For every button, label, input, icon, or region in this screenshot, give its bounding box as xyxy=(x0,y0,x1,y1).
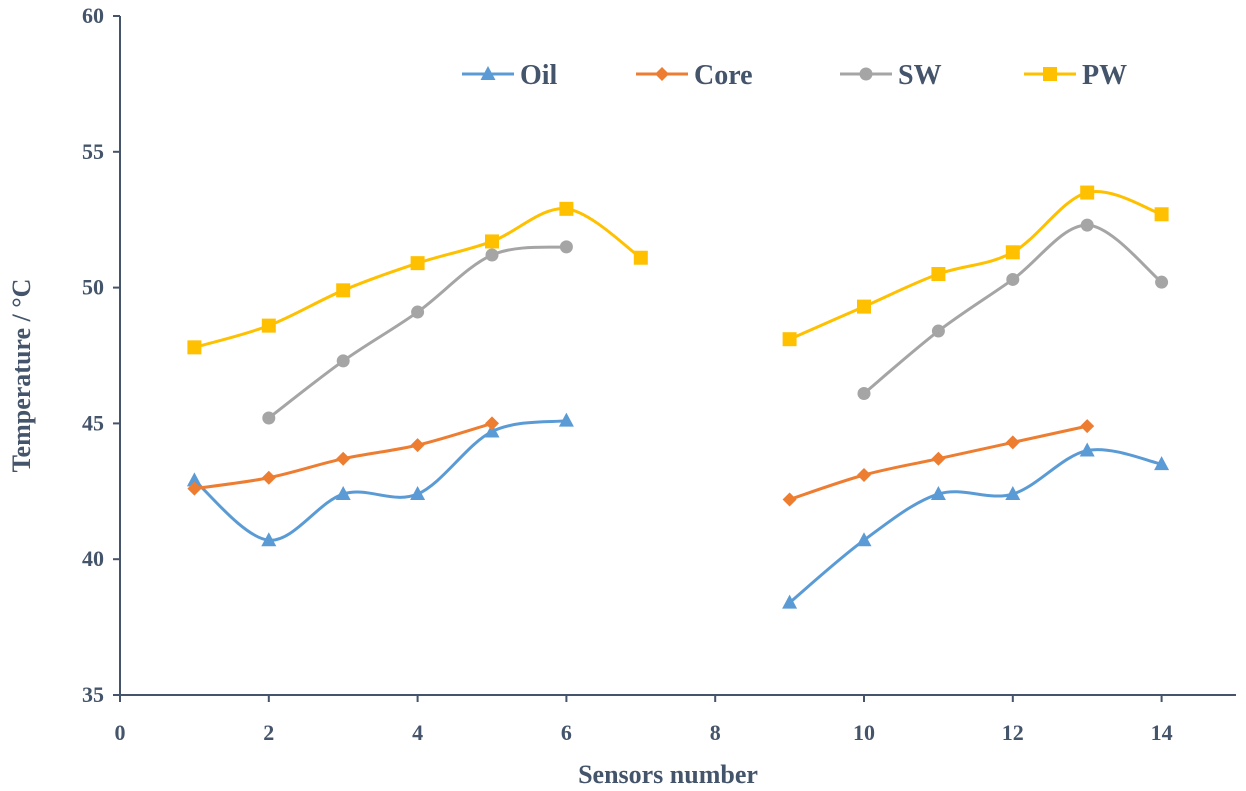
data-point-pw xyxy=(1005,245,1020,260)
data-point-core xyxy=(485,416,499,431)
data-point-oil xyxy=(335,486,351,501)
y-tick-label: 35 xyxy=(82,682,104,707)
x-tick-label: 0 xyxy=(115,720,126,745)
data-point-sw xyxy=(411,305,425,319)
legend-marker-sw xyxy=(859,67,873,81)
data-point-pw xyxy=(559,201,574,216)
data-point-sw xyxy=(931,324,945,338)
data-point-core xyxy=(336,451,351,466)
data-point-pw xyxy=(187,340,202,355)
legend-label-sw: SW xyxy=(898,60,942,91)
data-point-pw xyxy=(1154,207,1169,222)
data-point-sw xyxy=(336,354,350,368)
data-point-core xyxy=(782,492,797,507)
data-point-oil xyxy=(930,486,946,501)
data-point-oil xyxy=(1005,486,1021,501)
data-point-oil xyxy=(261,532,277,547)
x-tick-label: 4 xyxy=(412,720,423,745)
data-point-oil xyxy=(1154,456,1170,471)
data-point-core xyxy=(857,468,871,483)
series-line-sw xyxy=(267,245,567,420)
series-line-pw xyxy=(788,190,1163,341)
legend-marker-pw xyxy=(1043,67,1057,81)
data-point-sw xyxy=(262,411,276,425)
legend-label-oil: Oil xyxy=(520,60,558,91)
data-point-sw xyxy=(559,240,573,254)
x-tick-label: 2 xyxy=(263,720,274,745)
legend-marker-core xyxy=(655,67,669,81)
y-tick-label: 50 xyxy=(82,275,104,300)
y-tick-label: 60 xyxy=(82,3,104,28)
x-tick-label: 14 xyxy=(1151,720,1173,745)
data-point-sw xyxy=(857,387,871,401)
data-point-core xyxy=(187,481,202,496)
data-point-oil xyxy=(782,594,798,609)
data-point-pw xyxy=(261,318,276,333)
data-point-pw xyxy=(782,332,797,347)
data-point-pw xyxy=(931,267,946,282)
data-point-sw xyxy=(1006,272,1020,286)
y-tick-label: 40 xyxy=(82,546,104,571)
data-point-sw xyxy=(1155,275,1169,289)
data-point-pw xyxy=(336,283,351,298)
data-point-core xyxy=(931,451,946,466)
data-point-oil xyxy=(186,472,202,487)
data-point-oil xyxy=(484,423,500,438)
data-point-core xyxy=(410,438,425,453)
data-point-pw xyxy=(485,234,499,249)
legend-label-core: Core xyxy=(694,60,753,91)
data-point-core xyxy=(261,470,276,485)
series-line-pw xyxy=(193,207,642,349)
x-tick-label: 12 xyxy=(1002,720,1024,745)
data-point-core xyxy=(1080,419,1095,434)
data-point-pw xyxy=(633,250,648,265)
data-point-pw xyxy=(410,256,425,271)
data-point-core xyxy=(1005,435,1020,450)
legend-label-pw: PW xyxy=(1082,60,1127,91)
series-line-oil xyxy=(788,448,1162,604)
x-axis-title: Sensors number xyxy=(578,760,758,789)
y-tick-label: 45 xyxy=(82,410,104,435)
y-tick-label: 55 xyxy=(82,139,104,164)
x-tick-label: 10 xyxy=(853,720,875,745)
data-point-oil xyxy=(1079,442,1095,457)
y-axis-title: Temperature / °C xyxy=(7,279,36,473)
data-point-oil xyxy=(410,486,426,501)
data-point-oil xyxy=(856,532,872,547)
data-point-sw xyxy=(1080,218,1094,232)
data-point-pw xyxy=(857,299,871,314)
data-point-sw xyxy=(485,248,499,262)
x-tick-label: 8 xyxy=(710,720,721,745)
x-tick-label: 6 xyxy=(561,720,572,745)
data-point-pw xyxy=(1080,185,1095,200)
data-point-oil xyxy=(558,412,574,427)
legend-marker-oil xyxy=(480,66,496,80)
